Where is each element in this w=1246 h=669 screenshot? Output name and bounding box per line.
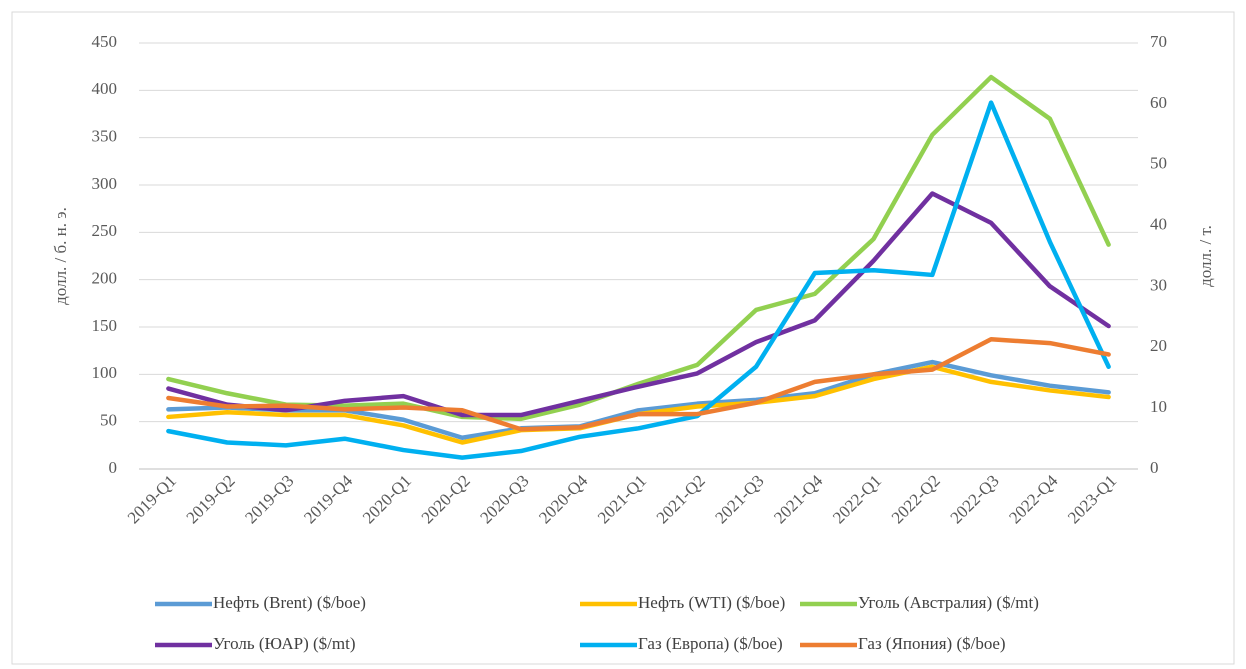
y2-tick-label: 10 xyxy=(1150,397,1167,416)
y-tick-label: 300 xyxy=(92,174,118,193)
y2-tick-label: 20 xyxy=(1150,336,1167,355)
y-tick-label: 400 xyxy=(92,79,118,98)
y2-axis-label: долл. / т. xyxy=(1196,225,1215,287)
y-axis-label: долл. / б. н. э. xyxy=(51,207,70,305)
y2-tick-label: 50 xyxy=(1150,154,1167,173)
y-tick-label: 450 xyxy=(92,32,118,51)
y2-tick-label: 0 xyxy=(1150,458,1159,477)
y-tick-label: 150 xyxy=(92,316,118,335)
y-tick-label: 350 xyxy=(92,127,118,146)
y-tick-label: 250 xyxy=(92,221,118,240)
legend-label: Нефть (Brent) ($/boe) xyxy=(213,593,366,612)
line-series xyxy=(166,191,1111,418)
y2-tick-label: 40 xyxy=(1150,214,1167,233)
y2-tick-label: 70 xyxy=(1150,32,1167,51)
line-series xyxy=(166,337,1111,432)
y2-tick-label: 60 xyxy=(1150,93,1167,112)
line-series xyxy=(166,100,1111,460)
chart-border xyxy=(11,11,1235,665)
legend-label: Нефть (WTI) ($/boe) xyxy=(638,593,785,612)
y-tick-label: 50 xyxy=(100,411,117,430)
y-tick-label: 200 xyxy=(92,269,118,288)
legend: Нефть (Brent) ($/boe) Нефть (WTI) ($/boe)… xyxy=(155,593,1039,653)
legend-label: Газ (Европа) ($/boe) xyxy=(638,634,783,653)
y-tick-label: 0 xyxy=(109,458,118,477)
y2-tick-label: 30 xyxy=(1150,275,1167,294)
legend-label: Уголь (ЮАР) ($/mt) xyxy=(213,634,355,653)
y-tick-label: 100 xyxy=(92,363,118,382)
legend-label: Уголь (Австралия) ($/mt) xyxy=(858,593,1039,612)
legend-label: Газ (Япония) ($/boe) xyxy=(858,634,1006,653)
